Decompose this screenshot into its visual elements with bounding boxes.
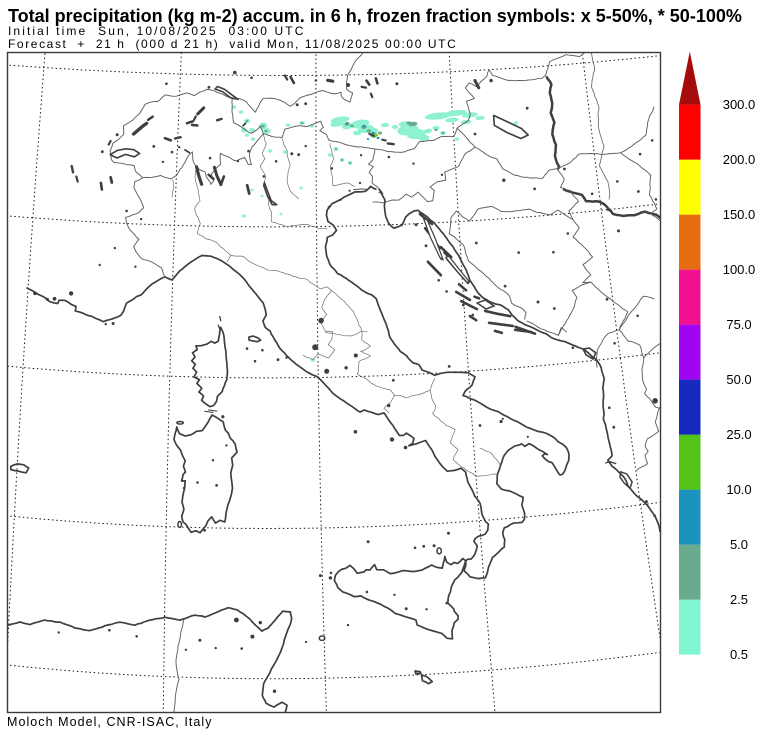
svg-text:25.0: 25.0 xyxy=(726,427,751,442)
svg-text:2.5: 2.5 xyxy=(730,592,748,607)
svg-text:0.5: 0.5 xyxy=(730,647,748,662)
svg-text:100.0: 100.0 xyxy=(723,262,756,277)
svg-text:50.0: 50.0 xyxy=(726,372,751,387)
svg-text:5.0: 5.0 xyxy=(730,537,748,552)
svg-text:150.0: 150.0 xyxy=(723,207,756,222)
svg-text:300.0: 300.0 xyxy=(723,97,756,112)
svg-text:200.0: 200.0 xyxy=(723,152,756,167)
svg-text:10.0: 10.0 xyxy=(726,482,751,497)
svg-text:75.0: 75.0 xyxy=(726,317,751,332)
